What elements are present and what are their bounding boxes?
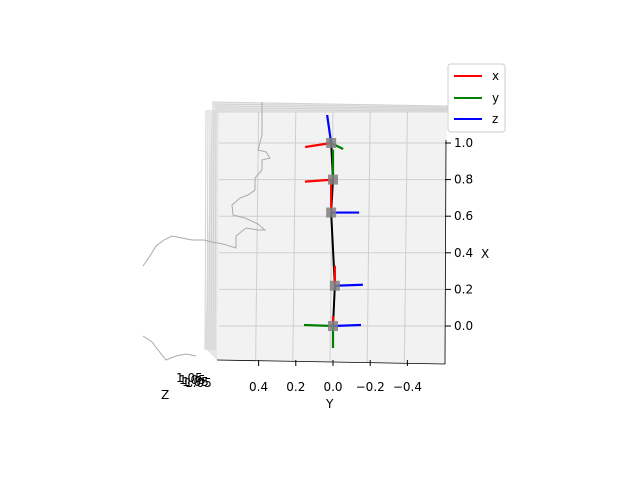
- y-axis: 0.4 0.2 0.0 −0.2 −0.4: [216, 359, 446, 394]
- depth-line: [206, 109, 209, 351]
- y-tick-label: 0.4: [249, 380, 268, 394]
- x-tick-label: 0.0: [454, 319, 473, 333]
- grid-line-y: [403, 111, 408, 363]
- joint-marker: [326, 207, 337, 218]
- x-axis-line: [444, 139, 447, 365]
- joint-marker: [329, 280, 340, 291]
- grid-line-y: [366, 111, 371, 363]
- depth-line: [210, 109, 213, 351]
- z-tick-label: 1.05: [185, 376, 212, 390]
- x-axis: 0.0 0.2 0.4 0.6 0.8 1.0: [444, 136, 473, 365]
- z-tick-label: 1.05: [176, 371, 203, 385]
- depth-line: [213, 105, 449, 109]
- y-tick-label: 0.0: [323, 380, 342, 394]
- y-tick-label: −0.2: [356, 380, 385, 394]
- x-tick-label: 0.6: [454, 209, 473, 223]
- background-outline-lower: [142, 335, 197, 361]
- x-axis-label: X: [481, 247, 489, 261]
- legend: x y z: [447, 63, 506, 133]
- joint-marker: [328, 321, 338, 331]
- joint-marker: [328, 174, 338, 185]
- z-tick-label: 1.05: [182, 375, 209, 389]
- legend-label-x: x: [492, 69, 499, 83]
- grid-line-y: [255, 111, 260, 363]
- x-tick-label: 0.8: [454, 173, 473, 187]
- y-axis-label: Y: [325, 397, 334, 411]
- z-tick-label: 1.05: [179, 373, 206, 387]
- z-axis-label: Z: [161, 388, 169, 402]
- depth-line: [214, 107, 449, 111]
- x-tick-label: 0.2: [454, 282, 473, 296]
- depth-lines: [204, 101, 449, 351]
- depth-line: [212, 103, 449, 108]
- joint-marker: [326, 138, 337, 148]
- depth-line: [211, 101, 449, 107]
- y-tick-label: 0.2: [286, 380, 305, 394]
- legend-label-z: z: [492, 112, 498, 126]
- depth-line: [215, 109, 449, 112]
- x-tick-label: 1.0: [454, 136, 473, 150]
- y-tick-label: −0.4: [393, 380, 422, 394]
- depth-line: [208, 109, 211, 351]
- depth-line: [214, 109, 217, 351]
- depth-line: [204, 109, 207, 351]
- kinematic-chain: [303, 114, 363, 348]
- depth-line: [212, 109, 215, 351]
- background-outline: [142, 102, 271, 267]
- axes-3d: 0.0 0.2 0.4 0.6 0.8 1.0 0.4 0.2 0.0 −0.2 −0.4 X Y…: [142, 101, 489, 411]
- legend-label-y: y: [492, 91, 499, 105]
- z-tick-labels: 1.05 1.05 1.05 1.05: [176, 371, 212, 390]
- x-tick-label: 0.4: [454, 246, 473, 260]
- grid-line-y: [292, 111, 297, 363]
